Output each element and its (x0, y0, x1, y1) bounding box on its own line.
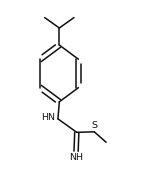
Text: HN: HN (41, 113, 55, 122)
Text: S: S (92, 121, 98, 130)
Text: NH: NH (69, 153, 83, 162)
